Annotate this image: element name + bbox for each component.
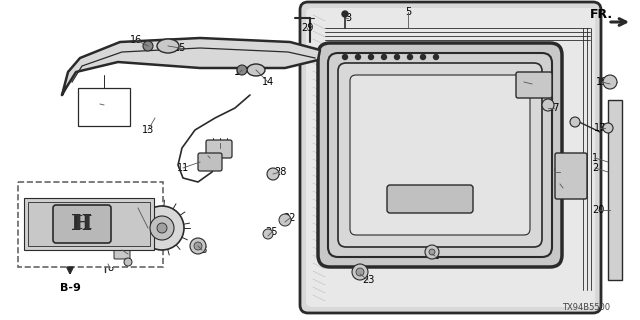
Circle shape (190, 238, 206, 254)
Text: FR.: FR. (590, 7, 613, 20)
Text: 14: 14 (262, 77, 274, 87)
Text: 23: 23 (362, 275, 374, 285)
Text: 11: 11 (177, 163, 189, 173)
Text: 20: 20 (592, 205, 604, 215)
FancyBboxPatch shape (206, 140, 232, 158)
Circle shape (140, 206, 184, 250)
Text: 21: 21 (122, 249, 134, 259)
Text: 3: 3 (345, 13, 351, 23)
Circle shape (194, 242, 202, 250)
Text: 22: 22 (284, 213, 296, 223)
Circle shape (263, 229, 273, 239)
FancyBboxPatch shape (114, 247, 130, 259)
Text: 5: 5 (405, 7, 411, 17)
FancyBboxPatch shape (387, 185, 473, 213)
Text: 7: 7 (207, 153, 213, 163)
FancyBboxPatch shape (198, 153, 222, 171)
Circle shape (408, 54, 413, 60)
Bar (608, 100, 622, 280)
Text: TX94B5500: TX94B5500 (562, 303, 610, 313)
Text: H: H (73, 215, 91, 233)
Circle shape (433, 54, 438, 60)
Text: 19: 19 (596, 77, 608, 87)
FancyBboxPatch shape (318, 43, 562, 267)
Text: B-9: B-9 (60, 283, 81, 293)
Circle shape (237, 65, 247, 75)
Bar (78, 88, 130, 126)
Polygon shape (62, 38, 320, 95)
FancyBboxPatch shape (328, 53, 552, 257)
Circle shape (570, 117, 580, 127)
Circle shape (381, 54, 387, 60)
Circle shape (157, 223, 167, 233)
Circle shape (356, 268, 364, 276)
Text: H: H (72, 213, 93, 235)
Text: 1: 1 (592, 153, 598, 163)
FancyBboxPatch shape (516, 72, 552, 98)
Circle shape (355, 54, 360, 60)
Circle shape (425, 245, 439, 259)
Text: 28: 28 (274, 167, 286, 177)
Circle shape (342, 54, 348, 60)
Bar (24, 198, 154, 250)
Circle shape (394, 54, 399, 60)
Text: 13: 13 (142, 125, 154, 135)
FancyBboxPatch shape (338, 63, 542, 247)
Text: 12: 12 (554, 179, 566, 189)
FancyBboxPatch shape (555, 153, 587, 199)
Circle shape (352, 264, 368, 280)
FancyBboxPatch shape (300, 2, 601, 313)
Text: 8: 8 (107, 263, 113, 273)
Circle shape (542, 99, 554, 111)
Text: 29: 29 (301, 23, 313, 33)
Ellipse shape (157, 39, 179, 53)
Circle shape (603, 123, 613, 133)
Ellipse shape (247, 64, 265, 76)
Text: 25: 25 (266, 227, 278, 237)
Text: 9: 9 (553, 167, 559, 177)
Circle shape (143, 41, 153, 51)
Circle shape (124, 258, 132, 266)
Circle shape (279, 214, 291, 226)
Text: 26: 26 (214, 143, 226, 153)
Text: 18: 18 (196, 245, 208, 255)
Text: 4: 4 (521, 77, 527, 87)
Bar (18, 182, 163, 267)
Circle shape (603, 75, 617, 89)
FancyBboxPatch shape (306, 8, 595, 307)
FancyBboxPatch shape (53, 205, 111, 243)
Circle shape (369, 54, 374, 60)
Text: 17: 17 (594, 123, 606, 133)
Bar (28, 202, 150, 246)
Text: 24: 24 (94, 99, 106, 109)
Circle shape (342, 11, 348, 17)
Text: 27: 27 (548, 103, 560, 113)
Text: 10: 10 (429, 251, 441, 261)
Circle shape (420, 54, 426, 60)
Text: 16: 16 (234, 67, 246, 77)
Circle shape (429, 249, 435, 255)
Circle shape (267, 168, 279, 180)
Text: 15: 15 (174, 43, 186, 53)
Text: 2: 2 (592, 163, 598, 173)
FancyBboxPatch shape (350, 75, 530, 235)
Text: 16: 16 (130, 35, 142, 45)
Text: 6: 6 (135, 203, 141, 213)
Circle shape (150, 216, 174, 240)
